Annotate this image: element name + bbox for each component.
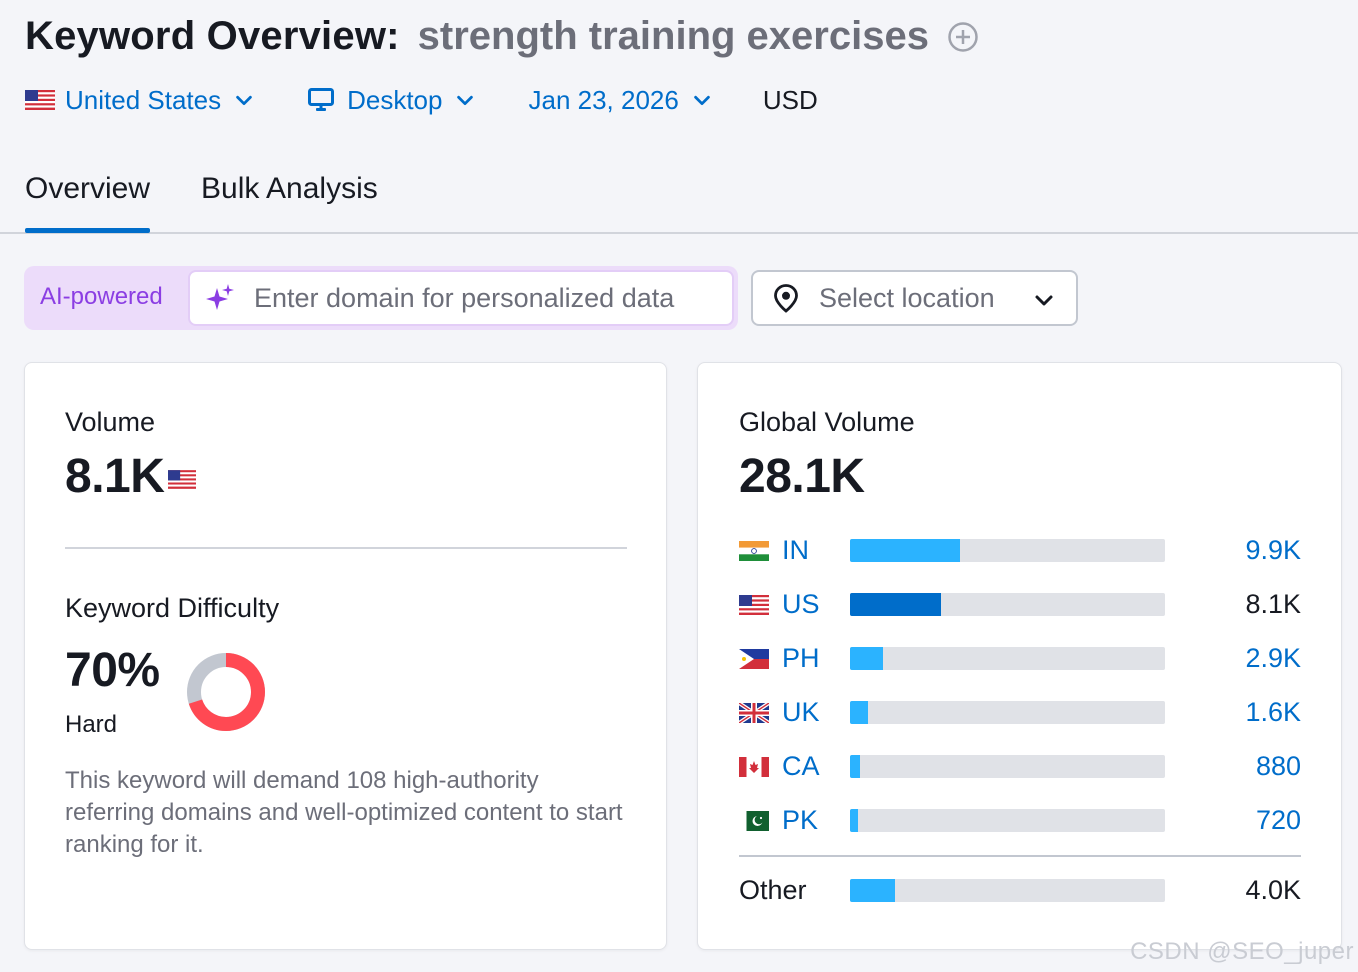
chevron-down-icon (457, 95, 474, 106)
ai-powered-badge: AI-powered (40, 283, 163, 310)
country-code: PK (782, 805, 819, 835)
country-row-in[interactable]: IN 9.9K (739, 534, 1301, 568)
volume-bar-track (850, 593, 1165, 616)
global-divider (739, 855, 1301, 857)
country-code: IN (782, 535, 809, 565)
kd-description: This keyword will demand 108 high-author… (65, 767, 623, 858)
tab-bar: Overview Bulk Analysis (0, 160, 1358, 234)
sparkle-icon (206, 284, 234, 310)
tab-overview[interactable]: Overview (25, 172, 151, 233)
country-code: UK (782, 697, 820, 727)
country-code: CA (782, 751, 820, 781)
volume-value: 8.1K (65, 450, 165, 503)
country-row-pk[interactable]: PK 720 (739, 804, 1301, 838)
domain-input[interactable] (254, 282, 724, 314)
canada-flag-icon (739, 757, 769, 777)
country-code: PH (782, 643, 820, 673)
filter-bar: United States Desktop Jan 23, 2026 USD (25, 80, 818, 120)
other-label: Other (739, 875, 807, 905)
country-volume[interactable]: 1.6K (1245, 697, 1301, 727)
volume-bar-fill (850, 809, 859, 832)
country-label: United States (65, 84, 222, 115)
date-label: Jan 23, 2026 (528, 84, 679, 115)
philippines-flag-icon (739, 649, 769, 669)
volume-bar-fill (850, 593, 942, 616)
date-dropdown[interactable]: Jan 23, 2026 (528, 85, 712, 116)
india-flag-icon (739, 541, 769, 561)
us-flag-icon (168, 470, 196, 489)
country-row-ph[interactable]: PH 2.9K (739, 642, 1301, 676)
volume-bar-track (850, 701, 1165, 724)
ai-domain-panel: AI-powered (24, 266, 738, 330)
volume-bar-fill (850, 701, 868, 724)
country-volume[interactable]: 2.9K (1245, 643, 1301, 673)
tab-bulk-analysis[interactable]: Bulk Analysis (201, 172, 378, 205)
country-volume[interactable]: 9.9K (1245, 535, 1301, 565)
country-code: US (782, 589, 820, 619)
global-volume-card: Global Volume 28.1K IN 9.9K US 8.1K PH (697, 362, 1342, 950)
country-row-other: Other 4.0K (739, 874, 1301, 908)
chevron-down-icon (1035, 295, 1053, 306)
other-volume: 4.0K (1245, 875, 1301, 905)
page-title: Keyword Overview: (25, 14, 400, 58)
country-volume: 8.1K (1245, 589, 1301, 619)
global-volume-value: 28.1K (739, 450, 865, 503)
kd-donut-chart (187, 653, 265, 731)
uk-flag-icon (739, 703, 769, 723)
volume-difficulty-card: Volume 8.1K Keyword Difficulty 70% Hard … (24, 362, 667, 950)
volume-bar-fill (850, 879, 895, 902)
volume-bar-track (850, 539, 1165, 562)
currency-label: USD (762, 84, 818, 115)
watermark: CSDN @SEO_juper (1130, 938, 1354, 965)
page-header: Keyword Overview: strength training exer… (25, 14, 979, 59)
chevron-down-icon (236, 95, 252, 106)
location-placeholder: Select location (819, 282, 995, 313)
kd-label: Keyword Difficulty (65, 593, 280, 623)
volume-bar-track (850, 879, 1165, 902)
country-row-us: US 8.1K (739, 588, 1301, 622)
kd-donut-arc (187, 653, 265, 731)
volume-label: Volume (65, 407, 156, 437)
volume-bar-fill (850, 755, 860, 778)
keyword-title: strength training exercises (417, 14, 929, 58)
pakistan-flag-icon (739, 811, 769, 831)
country-row-uk[interactable]: UK 1.6K (739, 696, 1301, 730)
monitor-icon (308, 88, 335, 111)
add-to-list-icon[interactable] (947, 21, 979, 53)
location-pin-icon (774, 284, 798, 313)
country-dropdown[interactable]: United States (25, 85, 255, 116)
us-flag-icon (25, 90, 55, 110)
device-dropdown[interactable]: Desktop (307, 85, 476, 116)
us-flag-icon (739, 595, 769, 615)
volume-bar-fill (850, 539, 961, 562)
volume-bar-track (850, 647, 1165, 670)
kd-value: 70% (65, 644, 160, 697)
chevron-down-icon (694, 95, 710, 106)
volume-bar-fill (850, 647, 884, 670)
device-label: Desktop (347, 84, 443, 115)
location-select[interactable]: Select location (751, 270, 1078, 326)
card-divider (65, 547, 627, 549)
volume-bar-track (850, 809, 1165, 832)
domain-input-wrapper (188, 270, 734, 326)
global-volume-label: Global Volume (739, 407, 915, 437)
kd-level: Hard (65, 711, 118, 738)
country-volume[interactable]: 880 (1255, 751, 1301, 781)
country-row-ca[interactable]: CA 880 (739, 750, 1301, 784)
country-volume[interactable]: 720 (1255, 805, 1301, 835)
volume-bar-track (850, 755, 1165, 778)
